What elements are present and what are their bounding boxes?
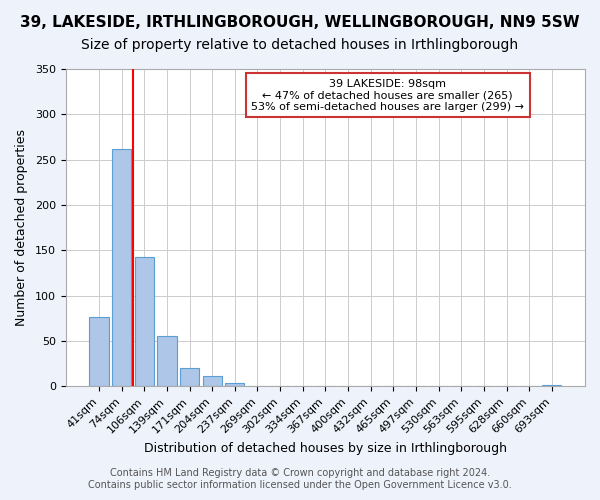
Text: 39, LAKESIDE, IRTHLINGBOROUGH, WELLINGBOROUGH, NN9 5SW: 39, LAKESIDE, IRTHLINGBOROUGH, WELLINGBO… — [20, 15, 580, 30]
Bar — [542, 384, 562, 386]
Text: Contains HM Land Registry data © Crown copyright and database right 2024.
Contai: Contains HM Land Registry data © Crown c… — [88, 468, 512, 490]
Bar — [180, 368, 199, 386]
Bar — [203, 376, 222, 386]
Bar — [112, 149, 131, 386]
X-axis label: Distribution of detached houses by size in Irthlingborough: Distribution of detached houses by size … — [144, 442, 507, 455]
Text: Size of property relative to detached houses in Irthlingborough: Size of property relative to detached ho… — [82, 38, 518, 52]
Bar — [89, 318, 109, 386]
Bar — [225, 382, 244, 386]
Y-axis label: Number of detached properties: Number of detached properties — [15, 129, 28, 326]
Text: 39 LAKESIDE: 98sqm
← 47% of detached houses are smaller (265)
53% of semi-detach: 39 LAKESIDE: 98sqm ← 47% of detached hou… — [251, 78, 524, 112]
Bar — [134, 256, 154, 386]
Bar — [157, 336, 176, 386]
